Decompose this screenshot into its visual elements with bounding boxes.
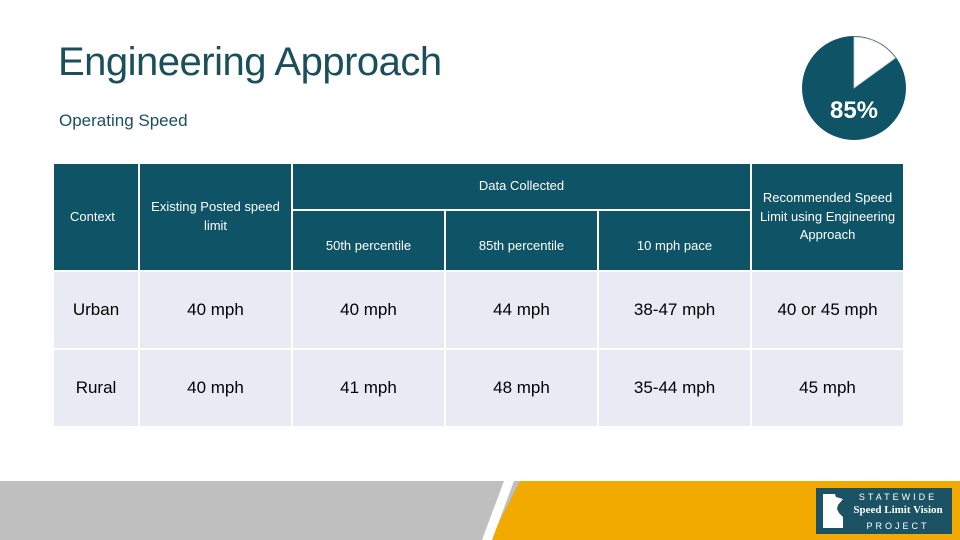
table-row: Rural 40 mph 41 mph 48 mph 35-44 mph 45 … — [54, 350, 904, 426]
footer-gray-band — [0, 481, 520, 540]
logo-line-project: PROJECT — [866, 521, 930, 531]
header-50th-percentile: 50th percentile — [293, 211, 444, 270]
cell-recommended: 40 or 45 mph — [752, 272, 904, 348]
slide-subtitle: Operating Speed — [59, 111, 188, 130]
cell-context: Urban — [54, 272, 138, 348]
minnesota-state-icon — [823, 494, 843, 528]
cell-recommended: 45 mph — [752, 350, 904, 426]
cell-context: Rural — [54, 350, 138, 426]
header-existing-limit: Existing Posted speed limit — [140, 164, 291, 270]
pie-label: 85% — [830, 97, 878, 124]
table-row: Urban 40 mph 40 mph 44 mph 38-47 mph 40 … — [54, 272, 904, 348]
pie-85-percent-icon: 85% — [802, 36, 906, 140]
cell-pace: 38-47 mph — [599, 272, 751, 348]
speed-table: Context Existing Posted speed limit Data… — [52, 162, 905, 428]
cell-50th: 40 mph — [293, 272, 444, 348]
header-85th-percentile: 85th percentile — [446, 211, 597, 270]
speed-limit-vision-logo: STATEWIDE Speed Limit Vision PROJECT — [816, 488, 952, 534]
logo-line-speed-limit-vision: Speed Limit Vision — [853, 504, 943, 516]
cell-existing: 40 mph — [140, 350, 291, 426]
cell-85th: 48 mph — [446, 350, 597, 426]
cell-pace: 35-44 mph — [599, 350, 751, 426]
header-context: Context — [54, 164, 138, 270]
cell-85th: 44 mph — [446, 272, 597, 348]
slide-title: Engineering Approach — [58, 40, 442, 84]
header-recommended: Recommended Speed Limit using Engineerin… — [752, 164, 904, 270]
header-10mph-pace: 10 mph pace — [599, 211, 751, 270]
cell-existing: 40 mph — [140, 272, 291, 348]
header-data-collected: Data Collected — [293, 164, 751, 209]
logo-line-statewide: STATEWIDE — [858, 492, 938, 502]
cell-50th: 41 mph — [293, 350, 444, 426]
